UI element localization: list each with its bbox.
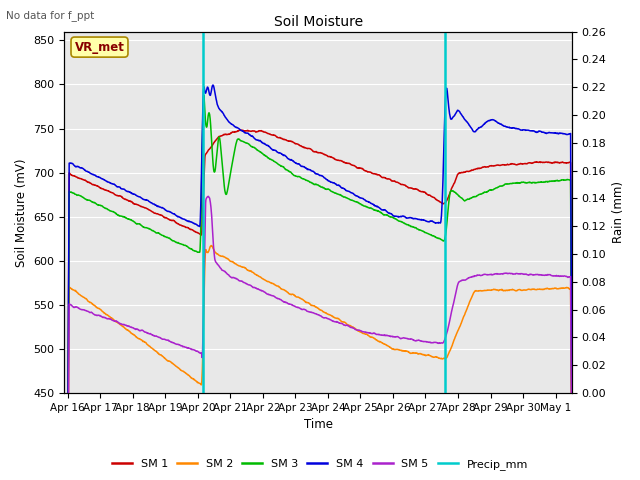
SM 2 <box>207 242 215 248</box>
SM 3 <box>554 178 561 183</box>
Y-axis label: Rain (mm): Rain (mm) <box>612 181 625 243</box>
SM 5 <box>309 310 317 315</box>
SM 4 <box>309 168 317 174</box>
SM 3 <box>200 93 208 98</box>
Line: SM 4: SM 4 <box>68 85 572 477</box>
SM 4 <box>90 172 97 178</box>
SM 1 <box>309 148 317 154</box>
SM 2 <box>90 302 97 308</box>
SM 5 <box>461 277 468 283</box>
SM 2 <box>296 295 303 301</box>
SM 4 <box>209 82 217 88</box>
SM 1 <box>64 479 72 480</box>
SM 4 <box>296 162 303 168</box>
SM 1 <box>554 159 561 165</box>
SM 1 <box>90 181 97 187</box>
SM 1 <box>461 169 468 175</box>
SM 4 <box>64 474 72 480</box>
SM 3 <box>568 431 576 437</box>
SM 4 <box>554 131 561 136</box>
SM 2 <box>554 286 561 291</box>
Y-axis label: Soil Moisture (mV): Soil Moisture (mV) <box>15 158 28 266</box>
SM 4 <box>554 131 561 136</box>
Title: Soil Moisture: Soil Moisture <box>273 15 363 29</box>
SM 3 <box>461 198 468 204</box>
SM 4 <box>568 404 576 410</box>
SM 5 <box>554 273 561 279</box>
Line: SM 1: SM 1 <box>68 130 572 480</box>
SM 2 <box>309 303 317 309</box>
SM 4 <box>461 117 468 123</box>
X-axis label: Time: Time <box>303 419 333 432</box>
SM 5 <box>554 273 561 279</box>
SM 3 <box>554 178 561 183</box>
Line: SM 3: SM 3 <box>68 96 572 480</box>
SM 1 <box>236 127 244 133</box>
Text: VR_met: VR_met <box>74 41 124 54</box>
Line: SM 2: SM 2 <box>68 245 572 480</box>
Legend: SM 1, SM 2, SM 3, SM 4, SM 5, Precip_mm: SM 1, SM 2, SM 3, SM 4, SM 5, Precip_mm <box>108 455 532 474</box>
SM 5 <box>296 305 303 311</box>
SM 5 <box>204 193 212 199</box>
SM 1 <box>554 160 561 166</box>
Line: SM 5: SM 5 <box>68 196 572 480</box>
SM 2 <box>461 311 468 317</box>
SM 3 <box>309 180 317 186</box>
SM 3 <box>296 174 303 180</box>
Text: No data for f_ppt: No data for f_ppt <box>6 10 95 21</box>
SM 1 <box>568 421 576 427</box>
SM 2 <box>554 286 561 291</box>
SM 3 <box>90 199 97 205</box>
SM 1 <box>296 143 303 148</box>
SM 5 <box>90 311 97 317</box>
